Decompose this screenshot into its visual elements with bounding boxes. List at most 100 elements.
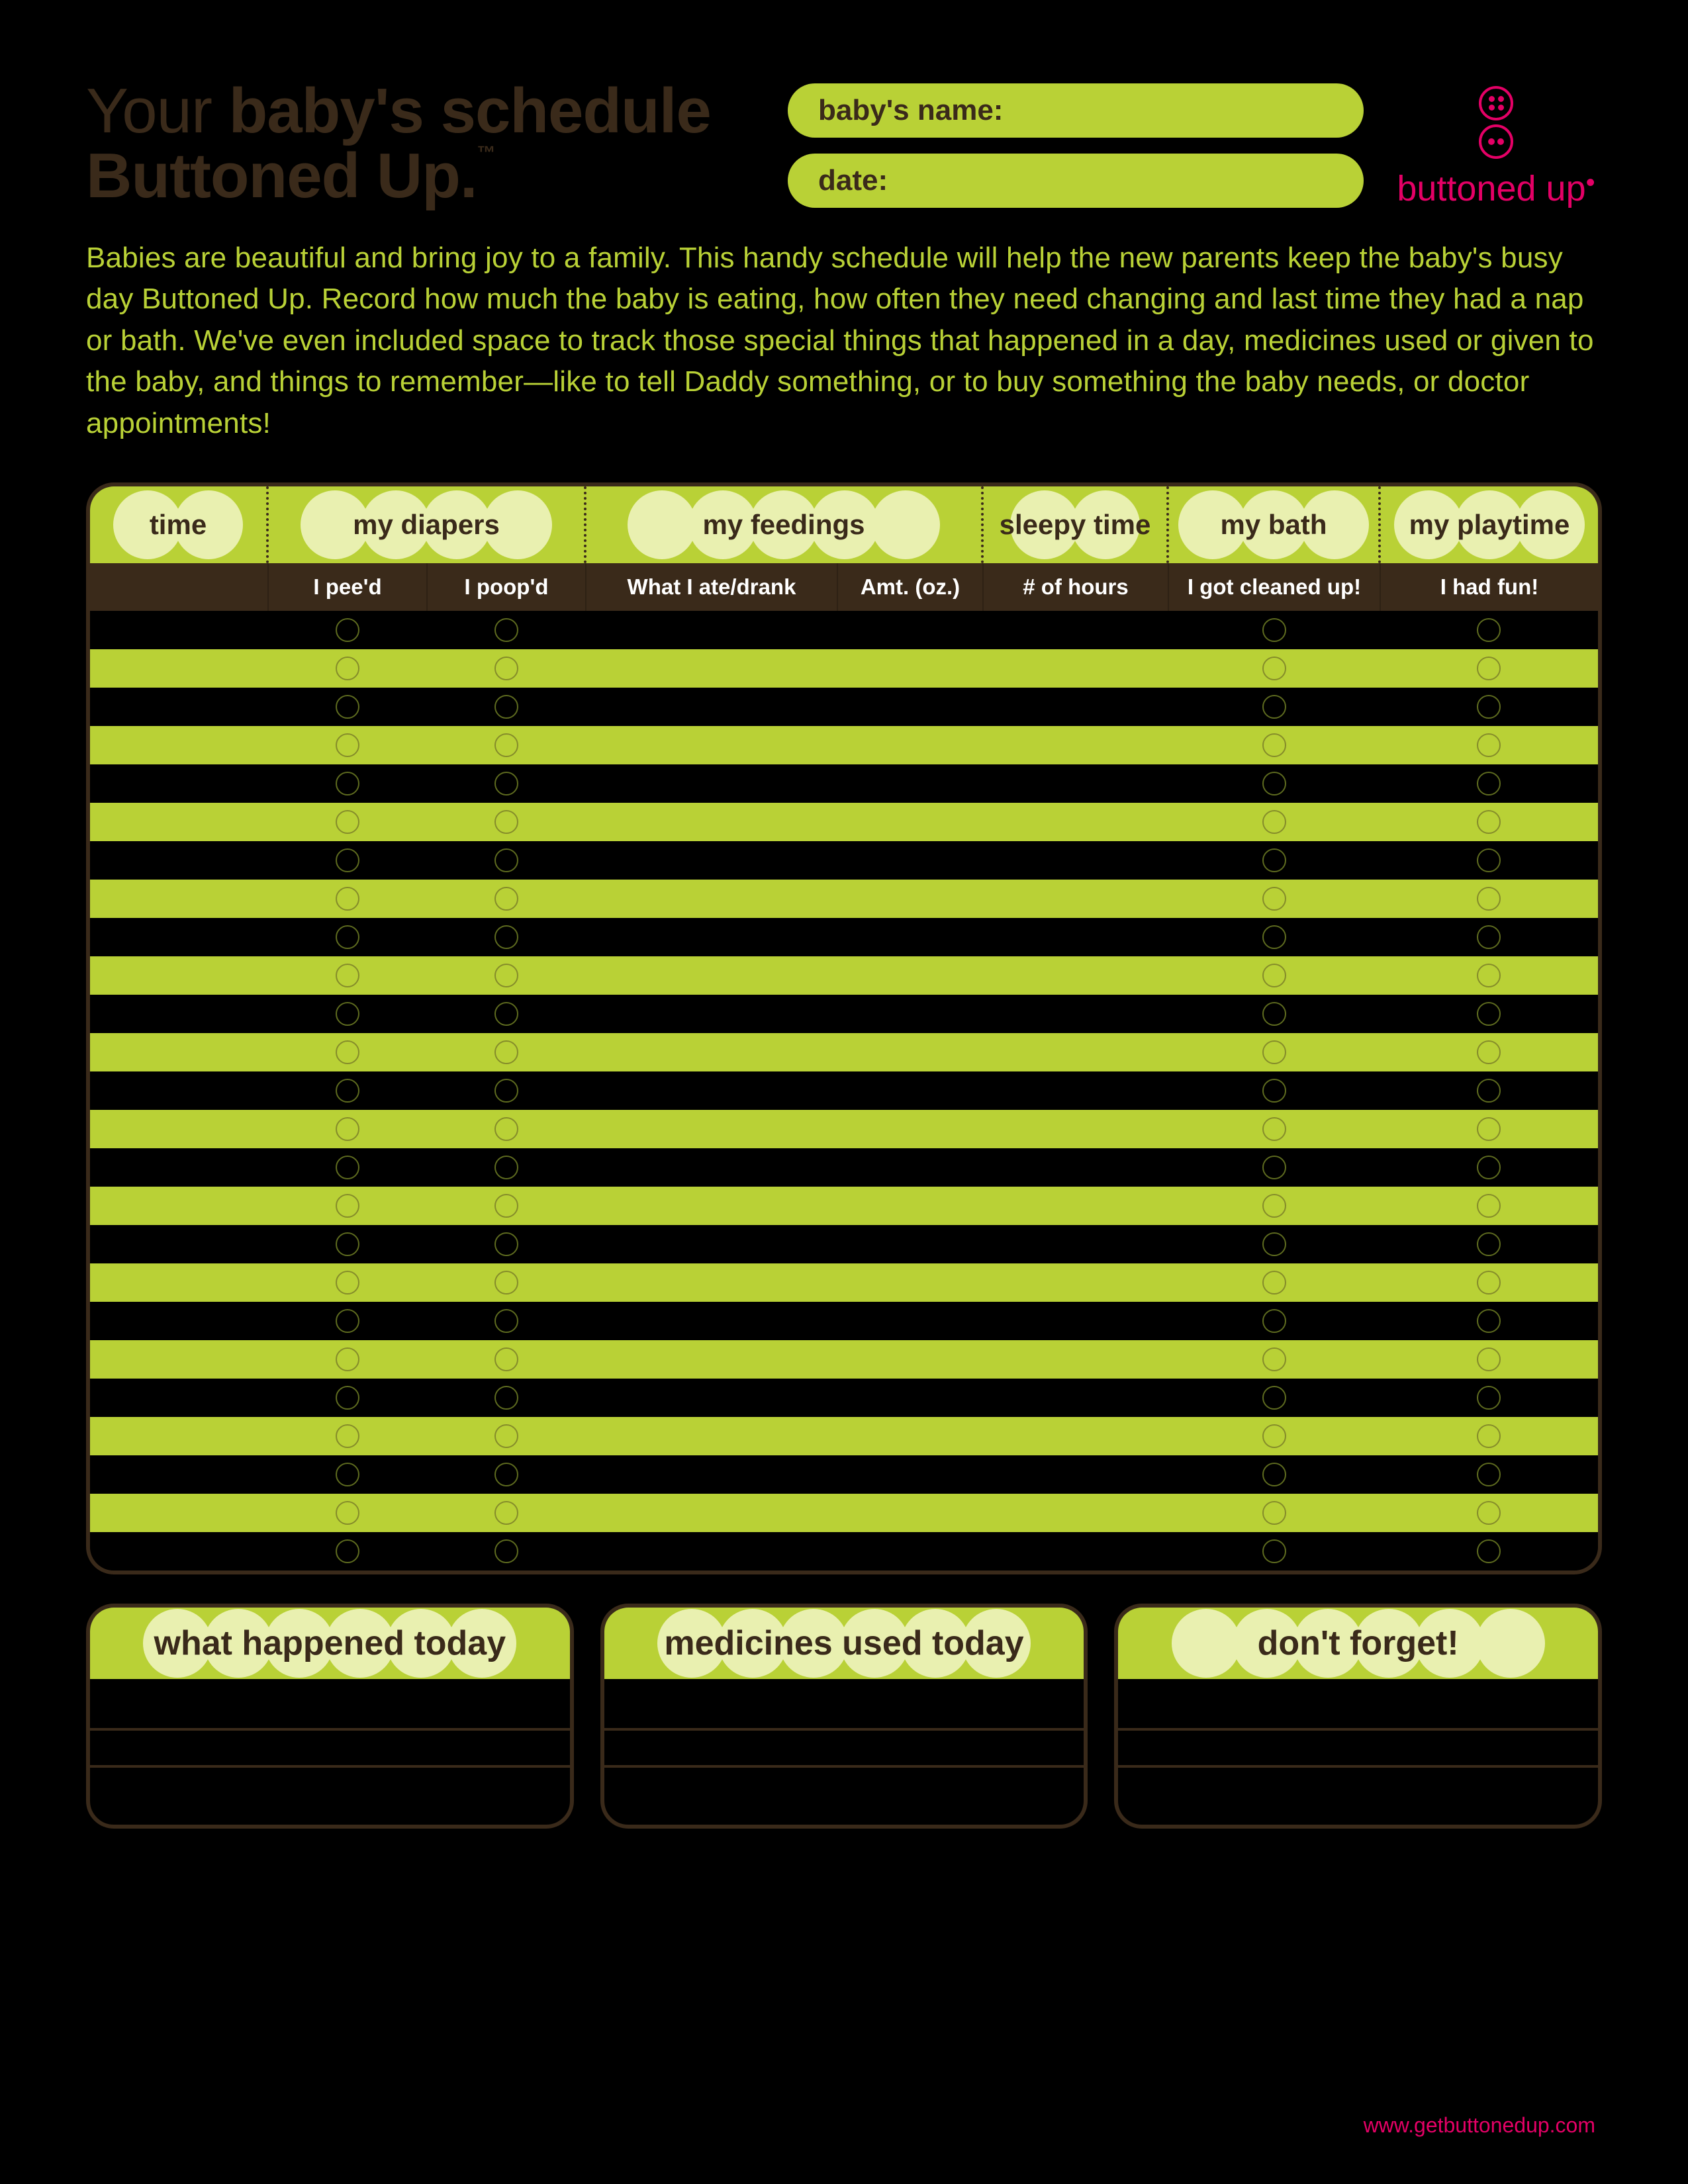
checkbox-circle-icon[interactable] — [494, 1117, 518, 1141]
cell-time_sub[interactable] — [90, 1033, 269, 1071]
cell-cleaned[interactable] — [1169, 726, 1381, 764]
checkbox-circle-icon[interactable] — [1262, 1079, 1286, 1103]
checkbox-circle-icon[interactable] — [336, 1117, 359, 1141]
note-lines-what_happened[interactable] — [90, 1679, 570, 1825]
cell-poopd[interactable] — [428, 880, 586, 918]
checkbox-circle-icon[interactable] — [336, 1539, 359, 1563]
cell-fun[interactable] — [1381, 1302, 1598, 1340]
cell-amt[interactable] — [838, 611, 984, 649]
cell-ate[interactable] — [586, 995, 838, 1033]
cell-fun[interactable] — [1381, 1455, 1598, 1494]
checkbox-circle-icon[interactable] — [1262, 810, 1286, 834]
cell-time_sub[interactable] — [90, 1379, 269, 1417]
cell-ate[interactable] — [586, 726, 838, 764]
cell-hours[interactable] — [984, 1455, 1169, 1494]
cell-ate[interactable] — [586, 1263, 838, 1302]
cell-cleaned[interactable] — [1169, 1187, 1381, 1225]
table-row[interactable] — [90, 611, 1598, 649]
cell-cleaned[interactable] — [1169, 956, 1381, 995]
cell-amt[interactable] — [838, 1379, 984, 1417]
cell-peed[interactable] — [269, 1071, 428, 1110]
cell-amt[interactable] — [838, 1187, 984, 1225]
checkbox-circle-icon[interactable] — [1477, 887, 1501, 911]
cell-cleaned[interactable] — [1169, 1071, 1381, 1110]
cell-cleaned[interactable] — [1169, 1532, 1381, 1570]
checkbox-circle-icon[interactable] — [494, 1271, 518, 1295]
cell-cleaned[interactable] — [1169, 1417, 1381, 1455]
checkbox-circle-icon[interactable] — [1477, 1040, 1501, 1064]
checkbox-circle-icon[interactable] — [336, 1424, 359, 1448]
cell-time_sub[interactable] — [90, 1302, 269, 1340]
cell-poopd[interactable] — [428, 956, 586, 995]
cell-peed[interactable] — [269, 726, 428, 764]
cell-cleaned[interactable] — [1169, 688, 1381, 726]
checkbox-circle-icon[interactable] — [336, 733, 359, 757]
table-row[interactable] — [90, 1071, 1598, 1110]
cell-poopd[interactable] — [428, 1225, 586, 1263]
cell-peed[interactable] — [269, 1033, 428, 1071]
cell-hours[interactable] — [984, 1532, 1169, 1570]
checkbox-circle-icon[interactable] — [336, 1309, 359, 1333]
cell-hours[interactable] — [984, 1340, 1169, 1379]
checkbox-circle-icon[interactable] — [1262, 1002, 1286, 1026]
cell-amt[interactable] — [838, 688, 984, 726]
checkbox-circle-icon[interactable] — [1262, 1194, 1286, 1218]
checkbox-circle-icon[interactable] — [1477, 1424, 1501, 1448]
cell-fun[interactable] — [1381, 1225, 1598, 1263]
cell-peed[interactable] — [269, 1532, 428, 1570]
cell-poopd[interactable] — [428, 764, 586, 803]
checkbox-circle-icon[interactable] — [1262, 1117, 1286, 1141]
cell-cleaned[interactable] — [1169, 764, 1381, 803]
cell-hours[interactable] — [984, 841, 1169, 880]
cell-fun[interactable] — [1381, 1340, 1598, 1379]
checkbox-circle-icon[interactable] — [494, 772, 518, 796]
cell-amt[interactable] — [838, 1532, 984, 1570]
cell-peed[interactable] — [269, 841, 428, 880]
cell-time_sub[interactable] — [90, 956, 269, 995]
checkbox-circle-icon[interactable] — [494, 1040, 518, 1064]
cell-poopd[interactable] — [428, 918, 586, 956]
cell-peed[interactable] — [269, 1379, 428, 1417]
checkbox-circle-icon[interactable] — [494, 618, 518, 642]
checkbox-circle-icon[interactable] — [336, 772, 359, 796]
cell-peed[interactable] — [269, 995, 428, 1033]
cell-time_sub[interactable] — [90, 995, 269, 1033]
checkbox-circle-icon[interactable] — [336, 1040, 359, 1064]
cell-hours[interactable] — [984, 1033, 1169, 1071]
table-row[interactable] — [90, 803, 1598, 841]
checkbox-circle-icon[interactable] — [1477, 1002, 1501, 1026]
cell-peed[interactable] — [269, 1302, 428, 1340]
cell-amt[interactable] — [838, 726, 984, 764]
cell-hours[interactable] — [984, 764, 1169, 803]
cell-poopd[interactable] — [428, 726, 586, 764]
cell-poopd[interactable] — [428, 1340, 586, 1379]
table-row[interactable] — [90, 1110, 1598, 1148]
checkbox-circle-icon[interactable] — [336, 1347, 359, 1371]
cell-ate[interactable] — [586, 880, 838, 918]
cell-poopd[interactable] — [428, 1532, 586, 1570]
cell-time_sub[interactable] — [90, 1417, 269, 1455]
cell-fun[interactable] — [1381, 956, 1598, 995]
cell-ate[interactable] — [586, 1225, 838, 1263]
checkbox-circle-icon[interactable] — [336, 1501, 359, 1525]
note-line[interactable] — [1118, 1768, 1598, 1805]
table-row[interactable] — [90, 1225, 1598, 1263]
cell-cleaned[interactable] — [1169, 1225, 1381, 1263]
cell-amt[interactable] — [838, 1340, 984, 1379]
cell-cleaned[interactable] — [1169, 880, 1381, 918]
cell-fun[interactable] — [1381, 1148, 1598, 1187]
cell-peed[interactable] — [269, 764, 428, 803]
cell-hours[interactable] — [984, 1379, 1169, 1417]
cell-poopd[interactable] — [428, 1302, 586, 1340]
cell-peed[interactable] — [269, 1148, 428, 1187]
cell-fun[interactable] — [1381, 841, 1598, 880]
cell-ate[interactable] — [586, 841, 838, 880]
cell-peed[interactable] — [269, 1455, 428, 1494]
cell-amt[interactable] — [838, 1033, 984, 1071]
table-row[interactable] — [90, 918, 1598, 956]
table-row[interactable] — [90, 1379, 1598, 1417]
cell-peed[interactable] — [269, 649, 428, 688]
cell-cleaned[interactable] — [1169, 1340, 1381, 1379]
cell-fun[interactable] — [1381, 880, 1598, 918]
cell-hours[interactable] — [984, 1148, 1169, 1187]
